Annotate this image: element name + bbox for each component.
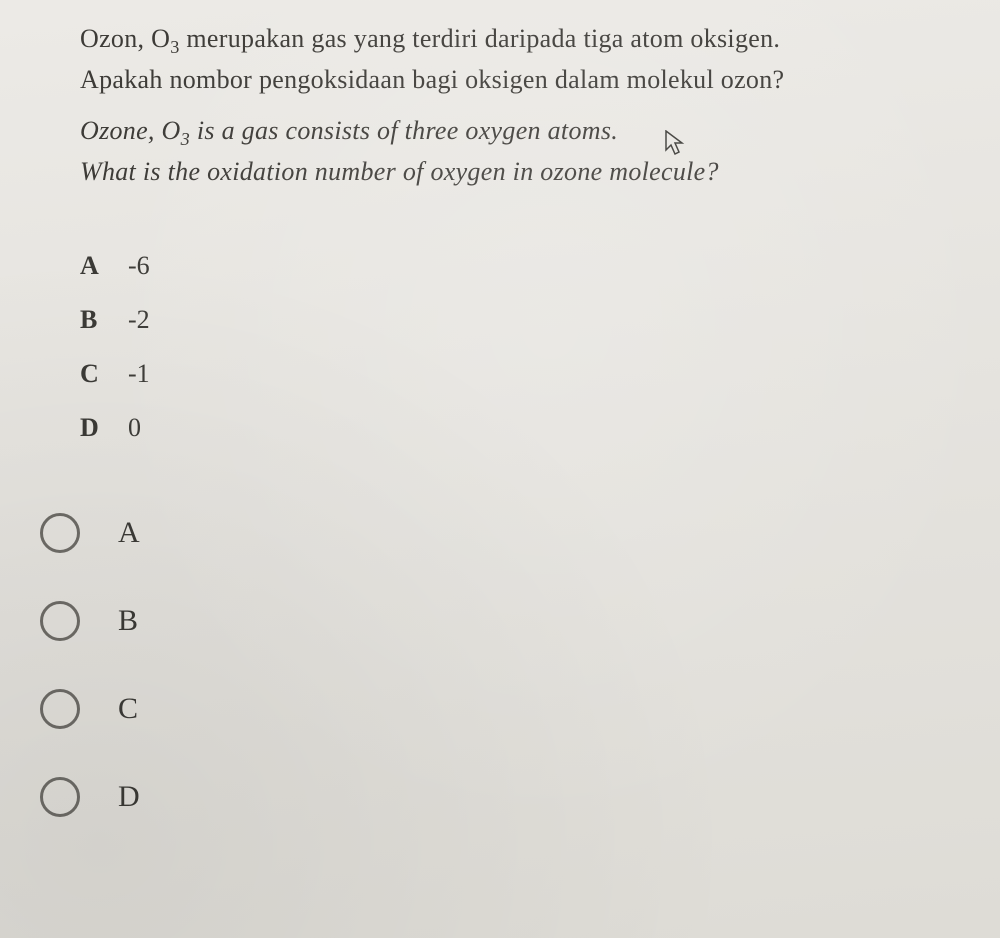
question-line1: Ozon, O3 merupakan gas yang terdiri dari… <box>80 24 780 53</box>
radio-icon[interactable] <box>40 513 80 553</box>
answer-choices-list: A -6 B -2 C -1 D 0 <box>80 251 960 443</box>
choice-row: A -6 <box>80 251 960 281</box>
text-fragment: Ozone, O <box>80 116 181 145</box>
option-label: C <box>118 692 138 726</box>
choice-letter: A <box>80 251 128 281</box>
text-fragment: Ozon, O <box>80 24 170 53</box>
text-fragment: is a gas consists of three oxygen atoms. <box>190 116 618 145</box>
option-label: B <box>118 604 138 638</box>
option-b[interactable]: B <box>80 601 960 641</box>
option-label: A <box>118 516 140 550</box>
choice-value: -2 <box>128 305 150 335</box>
question-text-english: Ozone, O3 is a gas consists of three oxy… <box>80 112 960 190</box>
question-line2: Apakah nombor pengoksidaan bagi oksigen … <box>80 65 784 94</box>
radio-icon[interactable] <box>40 601 80 641</box>
question-text-malay: Ozon, O3 merupakan gas yang terdiri dari… <box>80 20 960 98</box>
choice-value: -1 <box>128 359 150 389</box>
choice-row: B -2 <box>80 305 960 335</box>
choice-letter: B <box>80 305 128 335</box>
choice-row: C -1 <box>80 359 960 389</box>
choice-value: -6 <box>128 251 150 281</box>
option-c[interactable]: C <box>80 689 960 729</box>
subscript: 3 <box>181 129 190 149</box>
text-fragment: merupakan gas yang terdiri daripada tiga… <box>180 24 781 53</box>
choice-letter: C <box>80 359 128 389</box>
translation-line2: What is the oxidation number of oxygen i… <box>80 157 719 186</box>
option-a[interactable]: A <box>80 513 960 553</box>
translation-line1: Ozone, O3 is a gas consists of three oxy… <box>80 116 618 145</box>
radio-options: A B C D <box>80 513 960 817</box>
option-label: D <box>118 780 140 814</box>
question-page: Ozon, O3 merupakan gas yang terdiri dari… <box>0 0 1000 938</box>
radio-icon[interactable] <box>40 689 80 729</box>
subscript: 3 <box>170 37 179 57</box>
choice-row: D 0 <box>80 413 960 443</box>
radio-icon[interactable] <box>40 777 80 817</box>
option-d[interactable]: D <box>80 777 960 817</box>
choice-letter: D <box>80 413 128 443</box>
choice-value: 0 <box>128 413 141 443</box>
